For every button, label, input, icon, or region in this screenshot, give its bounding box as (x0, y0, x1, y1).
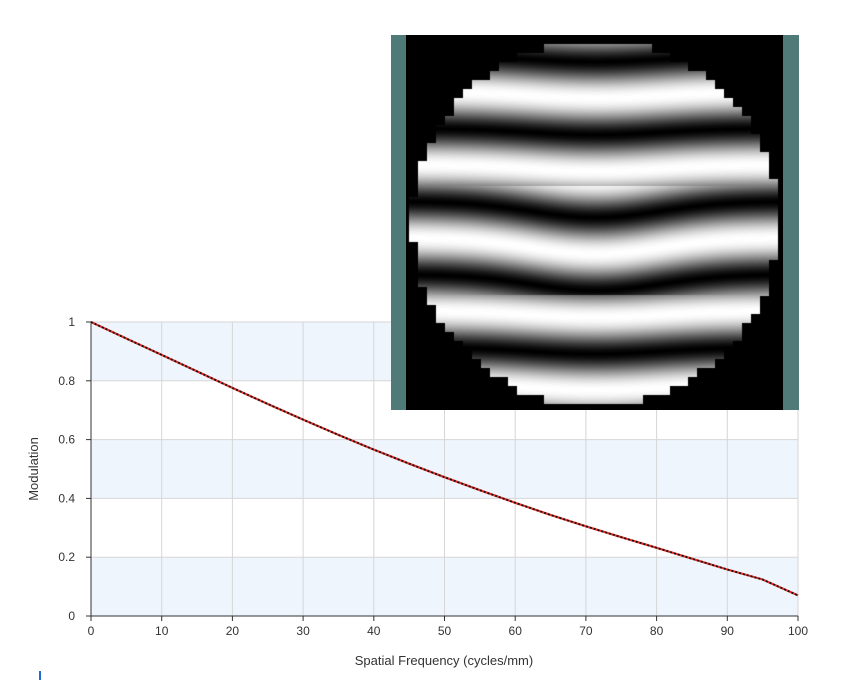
x-tick-label: 80 (650, 624, 664, 638)
x-tick-label: 90 (721, 624, 735, 638)
y-tick-label: 0.2 (58, 550, 75, 564)
x-tick-label: 30 (296, 624, 310, 638)
x-tick-label: 10 (155, 624, 169, 638)
y-tick-label: 0 (68, 609, 75, 623)
series-line-1 (90, 321, 799, 597)
x-tick-label: 100 (788, 624, 808, 638)
y-tick-label: 0.8 (58, 374, 75, 388)
interferogram-image (391, 35, 799, 410)
fringe-pattern (391, 35, 799, 410)
x-tick-label: 50 (438, 624, 452, 638)
scroll-marker (39, 671, 41, 680)
x-tick-label: 70 (579, 624, 593, 638)
x-tick-label: 0 (88, 624, 95, 638)
y-tick-label: 1 (68, 315, 75, 329)
x-tick-label: 40 (367, 624, 381, 638)
y-tick-label: 0.6 (58, 433, 75, 447)
y-tick-label: 0.4 (58, 491, 75, 505)
left-edge-bar (391, 35, 406, 410)
x-tick-label: 20 (226, 624, 240, 638)
x-axis-title: Spatial Frequency (cycles/mm) (355, 653, 533, 668)
x-tick-label: 60 (509, 624, 523, 638)
right-edge-bar (783, 35, 799, 410)
y-axis-title: Modulation (26, 437, 41, 501)
